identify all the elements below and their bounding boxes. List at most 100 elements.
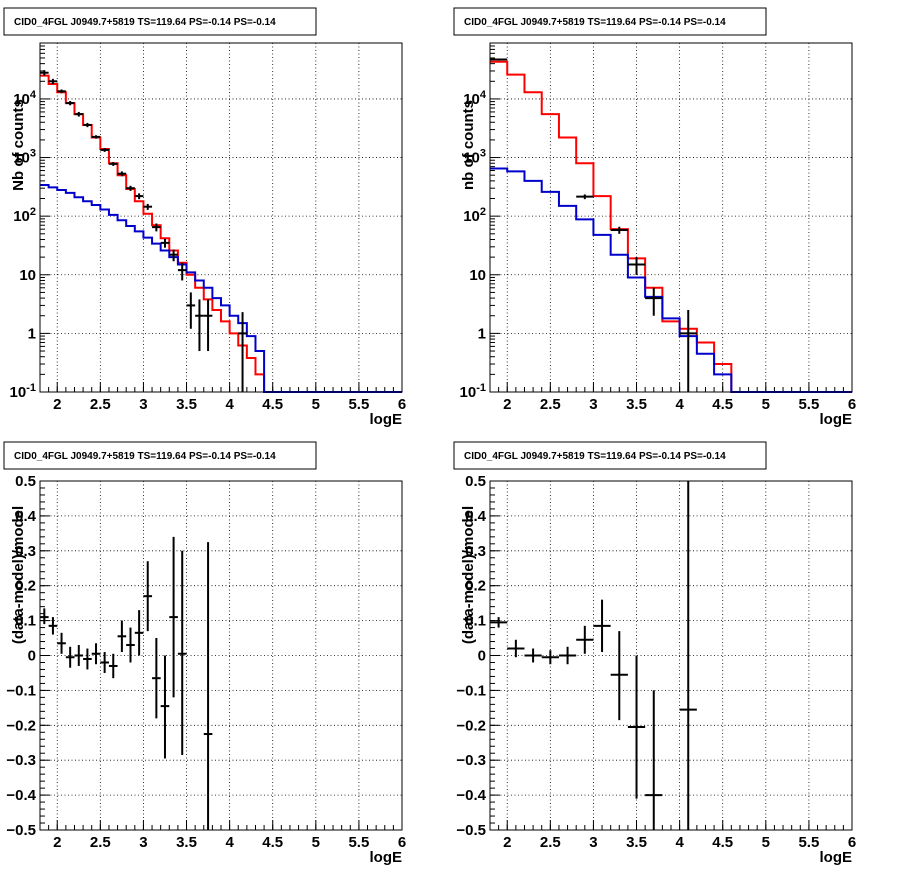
- y-axis-label: (data-model)/model: [460, 506, 477, 644]
- data-point: [627, 257, 646, 275]
- y-tick-label: 10: [469, 267, 486, 284]
- x-axis-label: logE: [370, 849, 403, 866]
- data-point: [558, 646, 577, 665]
- y-tick-label: 0.1: [15, 613, 36, 630]
- x-tick-label: 5.5: [798, 396, 819, 413]
- data-point: [679, 481, 697, 830]
- data-point: [57, 632, 66, 654]
- x-tick-label: 2: [503, 834, 511, 851]
- data-point: [91, 643, 101, 665]
- plot-frame: [489, 42, 853, 393]
- y-axis-label: Nb of counts: [10, 99, 27, 191]
- data-point: [83, 648, 92, 670]
- data-point: [152, 223, 161, 232]
- x-tick-label: 6: [398, 396, 406, 413]
- data-point: [65, 646, 75, 668]
- y-tick-label: 0.2: [465, 578, 486, 595]
- x-tick-label: 5: [312, 396, 320, 413]
- data-point: [507, 639, 525, 658]
- data-point: [203, 542, 213, 830]
- y-tick-label: −0.5: [456, 822, 486, 839]
- x-tick-label: 3: [589, 396, 597, 413]
- data-point: [645, 287, 663, 316]
- data-point: [143, 203, 153, 210]
- data-point: [48, 78, 58, 84]
- data-point: [593, 599, 611, 653]
- y-tick-label: −0.2: [6, 717, 36, 734]
- x-tick-label: 5: [762, 834, 770, 851]
- x-tick-label: 2: [53, 396, 61, 413]
- x-axis-label: logE: [370, 411, 403, 428]
- plot-area: 2 2.5 3 3.5 4 4.5 5 5.5 6 10-1 1 10 102 103 104: [460, 42, 856, 413]
- y-tick-label: 10-1: [10, 382, 36, 401]
- data-point: [177, 550, 187, 755]
- data-point: [679, 310, 697, 392]
- y-tick-label: −0.2: [456, 717, 486, 734]
- plot-area: 2 2.5 3 3.5 4 4.5 5 5.5 6 10-1 1 10 102 103 104: [10, 42, 406, 413]
- data-point: [576, 625, 594, 654]
- data-point: [57, 89, 66, 94]
- data-point: [645, 690, 663, 830]
- data-point: [108, 653, 118, 679]
- y-tick-label: −0.4: [456, 787, 486, 804]
- x-tick-label: 4: [225, 396, 234, 413]
- title-box: [3, 441, 317, 470]
- y-tick-label: 1: [478, 325, 486, 342]
- x-axis-label: logE: [820, 849, 853, 866]
- data-point: [83, 122, 92, 128]
- data-point: [65, 101, 75, 106]
- data-point: [126, 627, 135, 663]
- data-point: [152, 638, 161, 719]
- data-point: [524, 648, 542, 663]
- y-tick-label: −0.4: [6, 787, 36, 804]
- y-tick-label: 0.2: [15, 578, 36, 595]
- data-point: [195, 299, 204, 352]
- x-tick-label: 3.5: [626, 834, 647, 851]
- data-point: [627, 655, 646, 799]
- x-tick-label: 4.5: [712, 396, 733, 413]
- y-tick-label: 0.5: [465, 473, 486, 490]
- y-tick-label: 104: [463, 89, 487, 108]
- data-point: [74, 111, 84, 117]
- data-point: [541, 650, 559, 665]
- panel-title: CID0_4FGL J0949.7+5819 TS=119.64 PS=-0.1…: [464, 17, 726, 28]
- blue-model-histogram: [490, 167, 852, 393]
- data-point: [186, 292, 196, 329]
- data-point: [74, 645, 84, 666]
- x-tick-label: 3.5: [176, 834, 197, 851]
- data-point: [100, 148, 109, 152]
- data-point: [117, 171, 127, 177]
- data-point: [238, 312, 247, 392]
- x-tick-label: 4.5: [262, 396, 283, 413]
- blue-model-histogram: [40, 184, 402, 393]
- x-tick-label: 6: [848, 396, 856, 413]
- y-tick-label: 0.4: [465, 508, 487, 525]
- data-point: [134, 193, 144, 200]
- x-tick-label: 4: [675, 834, 684, 851]
- data-point: [177, 262, 187, 281]
- data-point: [143, 561, 153, 632]
- data-point: [126, 185, 135, 191]
- data-point: [490, 617, 508, 628]
- title-box: [3, 7, 317, 36]
- data-point: [40, 608, 49, 625]
- y-tick-label: 10-1: [460, 382, 486, 401]
- red-model-histogram: [40, 74, 402, 393]
- x-tick-label: 3.5: [176, 396, 197, 413]
- y-tick-label: −0.1: [456, 682, 486, 699]
- x-axis-label: logE: [820, 411, 853, 428]
- panel-title: CID0_4FGL J0949.7+5819 TS=119.64 PS=-0.1…: [14, 451, 276, 462]
- x-tick-label: 3: [139, 396, 147, 413]
- x-tick-label: 5: [312, 834, 320, 851]
- y-tick-label: 10: [19, 267, 36, 284]
- x-tick-label: 3.5: [626, 396, 647, 413]
- data-point: [169, 249, 178, 262]
- x-tick-label: 5.5: [348, 834, 369, 851]
- x-tick-label: 2.5: [90, 396, 111, 413]
- y-tick-label: −0.5: [6, 822, 36, 839]
- data-point: [134, 610, 144, 656]
- x-tick-label: 5.5: [348, 396, 369, 413]
- y-tick-label: 102: [13, 206, 36, 225]
- y-tick-label: 102: [463, 206, 486, 225]
- y-tick-label: 1: [28, 325, 36, 342]
